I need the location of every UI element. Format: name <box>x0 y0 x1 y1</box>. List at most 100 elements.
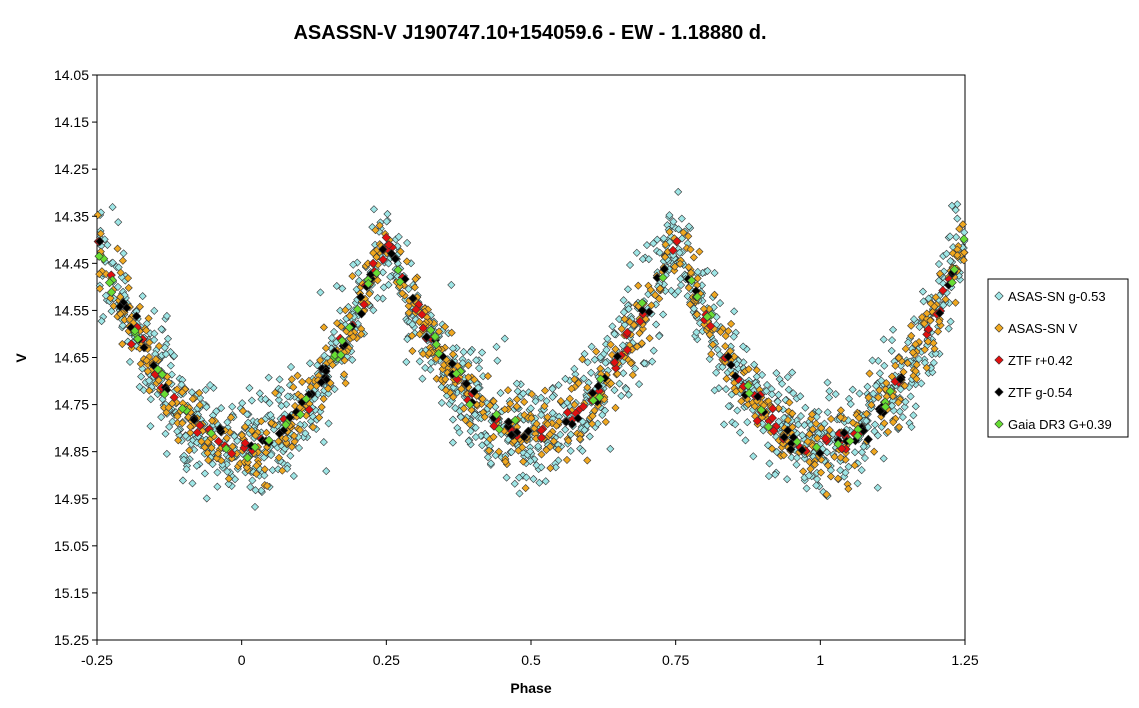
data-point <box>398 289 407 298</box>
data-point <box>911 402 920 411</box>
data-point <box>513 387 522 396</box>
data-point <box>675 248 684 257</box>
data-point <box>611 363 621 373</box>
data-point <box>135 382 144 391</box>
data-point <box>867 400 876 409</box>
data-point <box>556 430 565 439</box>
data-point <box>915 322 924 331</box>
data-point <box>215 424 225 434</box>
data-point <box>601 358 610 367</box>
data-point <box>638 255 647 264</box>
data-point <box>124 274 133 283</box>
data-point <box>274 453 284 462</box>
data-point <box>177 380 186 389</box>
data-point <box>808 425 817 434</box>
data-point <box>922 309 931 318</box>
data-point <box>869 389 878 398</box>
data-point <box>912 374 921 383</box>
data-point <box>901 397 910 406</box>
data-point <box>168 399 177 408</box>
data-point <box>131 311 142 321</box>
data-point <box>332 281 341 291</box>
data-point <box>384 280 393 289</box>
data-point <box>626 359 635 368</box>
data-point <box>670 262 679 271</box>
data-point <box>321 344 330 353</box>
data-point <box>520 397 529 406</box>
data-point <box>471 433 480 442</box>
data-point <box>594 392 605 402</box>
data-point <box>251 431 260 440</box>
data-point <box>541 386 550 395</box>
legend-box <box>987 278 1129 438</box>
data-point <box>178 419 187 428</box>
data-point <box>634 281 643 290</box>
data-point <box>895 374 906 384</box>
data-point <box>242 463 251 472</box>
data-point <box>579 374 588 383</box>
data-point <box>562 455 572 464</box>
data-point <box>162 311 171 320</box>
data-point <box>628 370 637 380</box>
data-point <box>610 330 619 339</box>
data-point <box>759 426 768 435</box>
data-point <box>889 418 898 427</box>
data-point <box>947 277 957 288</box>
data-point <box>108 258 117 267</box>
data-point <box>743 381 753 391</box>
data-point <box>195 420 205 431</box>
data-point <box>230 432 239 441</box>
data-point <box>287 362 296 371</box>
data-point <box>567 406 576 415</box>
data-point <box>159 389 170 399</box>
data-point <box>752 416 762 426</box>
data-point <box>939 301 948 310</box>
data-point <box>820 419 829 428</box>
data-point <box>162 449 171 458</box>
data-point <box>316 288 325 297</box>
data-point <box>765 459 774 468</box>
data-point <box>419 349 428 358</box>
data-point <box>885 386 895 396</box>
data-point <box>934 260 944 269</box>
data-point <box>224 480 233 489</box>
data-point <box>613 369 622 378</box>
data-point <box>637 305 647 316</box>
data-point <box>566 446 575 455</box>
data-point <box>324 389 333 398</box>
data-point <box>826 472 835 481</box>
data-point <box>223 467 232 476</box>
data-point <box>338 284 347 293</box>
data-point <box>864 393 873 402</box>
data-point <box>794 420 803 429</box>
data-point <box>836 413 845 422</box>
data-point <box>383 209 392 219</box>
data-point <box>425 349 434 358</box>
data-point <box>408 293 418 303</box>
data-point <box>784 385 793 394</box>
data-point <box>382 217 391 226</box>
data-point <box>461 379 471 389</box>
data-point <box>707 350 716 359</box>
data-point <box>906 392 915 401</box>
data-point <box>705 321 716 331</box>
data-point <box>278 466 287 475</box>
data-point <box>845 436 855 446</box>
data-point <box>729 332 738 341</box>
data-point <box>212 407 221 416</box>
data-point <box>192 461 201 470</box>
data-point <box>844 484 853 493</box>
data-point <box>953 251 962 260</box>
data-point <box>548 408 557 417</box>
data-point <box>946 317 955 326</box>
data-point <box>865 369 874 378</box>
data-point <box>806 464 815 473</box>
data-point <box>779 432 789 442</box>
data-point <box>705 330 714 339</box>
data-point <box>238 406 247 415</box>
data-point <box>418 323 428 333</box>
x-tick-label: 1 <box>816 652 824 668</box>
data-point <box>459 347 468 356</box>
data-point <box>785 398 794 407</box>
y-tick-label: 14.95 <box>54 491 89 507</box>
